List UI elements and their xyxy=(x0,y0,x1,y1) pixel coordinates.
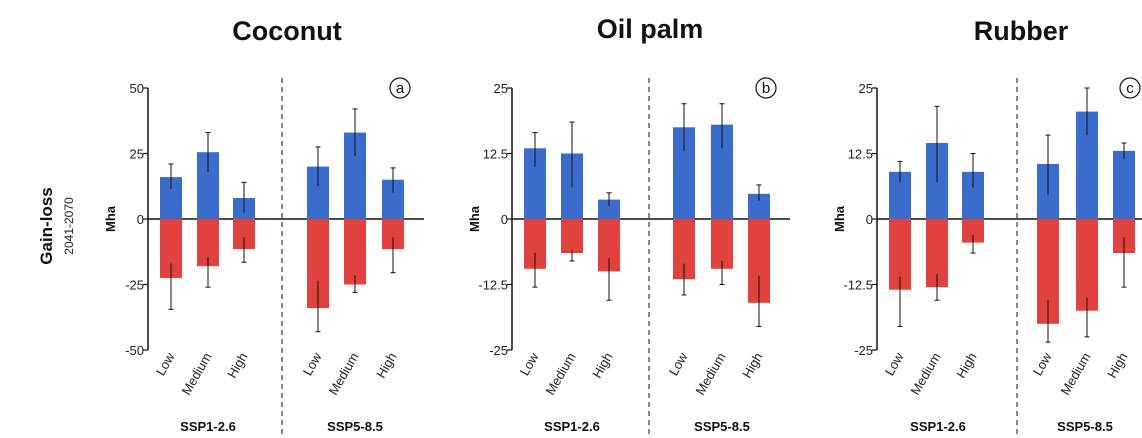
chart-title: Oil palm xyxy=(597,14,704,44)
panel-letter-circle xyxy=(755,77,777,99)
loss-bar xyxy=(307,219,329,309)
gain-bar xyxy=(598,199,620,219)
y-tick-label: -25 xyxy=(489,343,508,358)
panel-letter: c xyxy=(1126,80,1134,97)
y-tick-label: 0 xyxy=(866,212,873,227)
loss-bar xyxy=(1037,219,1059,324)
chart-title: Rubber xyxy=(974,16,1069,46)
y-axis-label: Mha xyxy=(467,205,482,232)
panel-letter: a xyxy=(396,80,405,97)
loss-bar xyxy=(748,219,770,303)
category-label: Low xyxy=(153,349,178,378)
y-tick-label: 25 xyxy=(859,81,873,96)
category-label: Low xyxy=(300,349,325,378)
loss-bar xyxy=(711,219,733,269)
loss-bar xyxy=(524,219,546,269)
y-tick-label: -25 xyxy=(125,278,144,293)
loss-bar xyxy=(673,219,695,280)
gain-bar xyxy=(1113,150,1135,219)
gain-bar xyxy=(160,177,182,219)
y-tick-label: -25 xyxy=(854,343,873,358)
panel-letter-circle xyxy=(1119,77,1141,99)
scenario-label: SSP1-2.6 xyxy=(180,419,236,434)
category-label: Medium xyxy=(1057,350,1093,398)
category-label: Medium xyxy=(907,350,943,398)
scenario-label: SSP5-8.5 xyxy=(694,419,750,434)
y-tick-label: -12.5 xyxy=(478,278,508,293)
gain-bar xyxy=(673,127,695,219)
gain-bar xyxy=(382,179,404,219)
category-label: High xyxy=(1104,350,1130,381)
loss-bar xyxy=(926,219,948,288)
category-label: Medium xyxy=(692,350,728,398)
loss-bar xyxy=(598,219,620,272)
category-label: Low xyxy=(666,349,691,378)
y-tick-label: 0 xyxy=(137,212,144,227)
gain-bar xyxy=(197,152,219,219)
loss-bar xyxy=(382,219,404,250)
y-tick-label: -12.5 xyxy=(843,278,873,293)
scenario-label: SSP1-2.6 xyxy=(544,419,600,434)
gain-bar xyxy=(889,171,911,219)
category-label: Low xyxy=(517,349,542,378)
row-label: Gain-loss xyxy=(37,187,56,264)
category-label: Medium xyxy=(542,350,578,398)
chart-title: Coconut xyxy=(232,16,341,46)
gain-bar xyxy=(1076,111,1098,219)
gain-bar xyxy=(524,148,546,219)
loss-bar xyxy=(233,219,255,250)
y-tick-label: 0 xyxy=(501,212,508,227)
loss-bar xyxy=(1113,219,1135,254)
y-tick-label: 12.5 xyxy=(848,147,873,162)
gain-bar xyxy=(962,171,984,219)
category-label: Medium xyxy=(325,350,361,398)
panel-letter: b xyxy=(762,80,770,97)
y-axis-label: Mha xyxy=(103,205,118,232)
gain-bar xyxy=(711,124,733,219)
panel-letter-circle xyxy=(389,77,411,99)
loss-bar xyxy=(962,219,984,243)
scenario-label: SSP5-8.5 xyxy=(327,419,383,434)
category-label: High xyxy=(373,350,399,381)
loss-bar xyxy=(160,219,182,278)
scenario-label: SSP5-8.5 xyxy=(1057,419,1113,434)
category-label: High xyxy=(739,350,765,381)
y-axis-label: Mha xyxy=(832,205,847,232)
category-label: High xyxy=(953,350,979,381)
loss-bar xyxy=(1076,219,1098,311)
category-label: Low xyxy=(1030,349,1055,378)
category-label: High xyxy=(224,350,250,381)
gain-bar xyxy=(307,166,329,219)
y-tick-label: 50 xyxy=(130,81,144,96)
y-tick-label: 25 xyxy=(130,147,144,162)
loss-bar xyxy=(344,219,366,285)
loss-bar xyxy=(197,219,219,267)
loss-bar xyxy=(561,219,583,254)
gain-bar xyxy=(344,132,366,219)
gain-bar xyxy=(748,193,770,219)
loss-bar xyxy=(889,219,911,290)
category-label: Medium xyxy=(178,350,214,398)
y-tick-label: 25 xyxy=(494,81,508,96)
scenario-label: SSP1-2.6 xyxy=(910,419,966,434)
row-sublabel: 2041-2070 xyxy=(62,197,76,255)
row-label-group: Gain-loss 2041-2070 xyxy=(37,187,76,264)
category-label: High xyxy=(589,350,615,381)
y-tick-label: 12.5 xyxy=(483,147,508,162)
y-tick-label: -50 xyxy=(125,343,144,358)
category-label: Low xyxy=(882,349,907,378)
